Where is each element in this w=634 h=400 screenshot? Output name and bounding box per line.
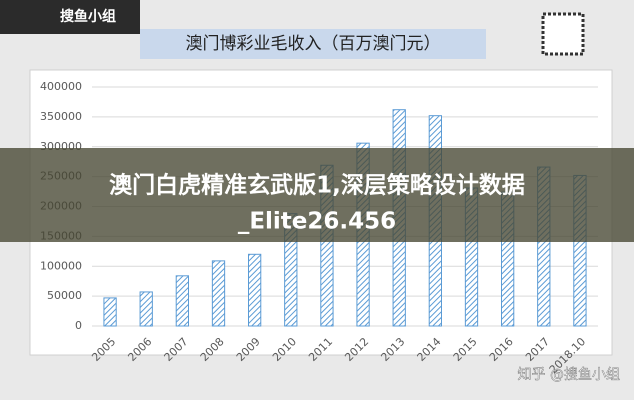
logo-box <box>0 0 140 34</box>
headline-line: 澳门白虎精准玄武版1,深层策略设计数据 <box>109 172 525 199</box>
y-tick-label: 350000 <box>40 110 82 123</box>
qr-code <box>541 12 585 56</box>
logo-text: 搜鱼小组 <box>60 8 116 25</box>
y-tick-label: 0 <box>75 319 82 332</box>
watermark: 知乎 @搜鱼小组 <box>518 366 620 383</box>
y-tick-label: 400000 <box>40 80 82 93</box>
bar <box>139 291 153 327</box>
headline-line: _Elite26.456 <box>238 209 396 235</box>
headline-banner <box>0 148 634 242</box>
y-tick-label: 100000 <box>40 259 82 272</box>
chart-title: 澳门博彩业毛收入（百万澳门元） <box>186 34 441 54</box>
bar <box>211 260 226 327</box>
title-box <box>140 29 486 59</box>
bar <box>247 253 262 327</box>
bar <box>175 275 190 327</box>
y-tick-label: 50000 <box>47 289 82 302</box>
bar <box>103 297 117 327</box>
